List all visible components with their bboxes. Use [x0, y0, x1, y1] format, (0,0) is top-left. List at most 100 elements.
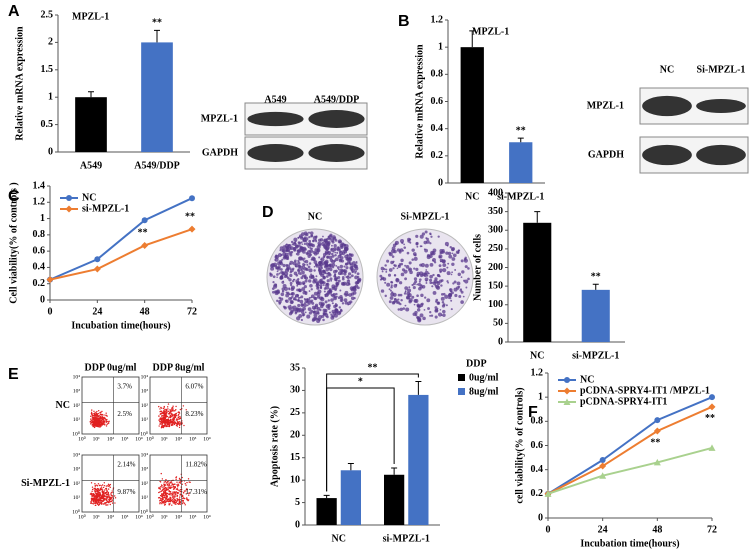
colony — [339, 308, 343, 312]
colony — [282, 263, 286, 268]
colony — [297, 271, 302, 275]
colony — [330, 279, 333, 282]
event — [171, 416, 173, 418]
flow-tick: 10⁴ — [73, 374, 81, 380]
event — [181, 483, 183, 486]
event — [161, 492, 163, 495]
panel-letter: B — [398, 13, 410, 30]
event — [104, 503, 106, 505]
blot-band — [308, 110, 365, 128]
colony — [315, 240, 318, 243]
colony — [447, 297, 450, 299]
colony — [393, 284, 398, 288]
colony — [411, 258, 415, 261]
event — [107, 495, 109, 497]
colony — [434, 308, 439, 313]
colony — [272, 275, 276, 279]
colony — [414, 280, 418, 284]
legend-label: 8ug/ml — [469, 386, 499, 397]
event — [162, 418, 164, 420]
colony — [300, 276, 304, 280]
colony — [299, 234, 303, 238]
colony — [434, 315, 438, 319]
event — [184, 497, 186, 500]
colony — [348, 283, 351, 286]
y-tick-label: 150 — [488, 280, 503, 291]
colony — [423, 272, 428, 278]
y-tick-label: 50 — [493, 318, 503, 329]
event — [93, 494, 95, 496]
event — [169, 414, 172, 417]
error-bar — [347, 463, 354, 471]
colony — [285, 291, 288, 294]
colony — [393, 298, 398, 303]
event — [104, 424, 106, 426]
event — [173, 423, 176, 426]
colony — [289, 253, 293, 257]
flow-tick: 10² — [175, 514, 183, 520]
flow-tick: 10⁴ — [135, 514, 143, 520]
colony — [413, 282, 416, 286]
colony — [384, 294, 387, 298]
x-tick-label: 72 — [187, 306, 197, 317]
colony — [321, 314, 325, 318]
colony — [408, 261, 412, 265]
event — [178, 477, 181, 480]
event — [93, 410, 95, 413]
event — [163, 413, 165, 415]
event — [165, 493, 168, 495]
colony — [340, 256, 344, 260]
colony — [318, 271, 323, 276]
flow-tick: 10³ — [189, 436, 197, 442]
event — [167, 403, 170, 405]
event — [103, 482, 106, 484]
lane-label: A549 — [264, 94, 286, 105]
colony — [465, 286, 468, 289]
event — [181, 502, 184, 505]
colony — [316, 318, 321, 323]
colony — [311, 256, 316, 261]
colony — [356, 272, 360, 276]
event — [182, 405, 185, 407]
event — [176, 494, 178, 496]
colony — [297, 296, 300, 300]
x-tick-label: si-MPZL-1 — [497, 191, 544, 202]
colony — [290, 284, 293, 287]
colony — [394, 240, 399, 245]
colony — [322, 276, 326, 280]
event — [100, 421, 102, 423]
significance: ** — [368, 362, 378, 373]
flow-tick: 10⁰ — [78, 513, 87, 520]
flow-frame — [81, 376, 140, 435]
colony — [278, 272, 281, 275]
event — [90, 418, 92, 420]
point — [654, 417, 661, 424]
row-label: GAPDH — [588, 149, 624, 160]
colony — [313, 260, 318, 264]
colony — [418, 280, 421, 283]
colony — [346, 293, 349, 297]
event — [111, 499, 114, 501]
event — [100, 489, 102, 491]
colony — [301, 287, 306, 291]
colony — [337, 246, 340, 249]
flow-tick: 10⁴ — [141, 452, 149, 458]
colony — [348, 253, 353, 257]
event — [163, 406, 165, 408]
colony — [300, 246, 304, 250]
event — [91, 417, 94, 419]
event — [175, 503, 177, 506]
point — [709, 394, 715, 401]
colony — [275, 267, 278, 270]
event — [185, 484, 187, 486]
colony — [303, 263, 306, 266]
colony — [308, 290, 311, 292]
event — [94, 483, 96, 485]
y-axis-label: Relative mRNA expression — [14, 26, 25, 141]
point — [141, 241, 149, 249]
colony — [437, 273, 441, 278]
colony — [281, 287, 285, 291]
event — [166, 488, 168, 491]
colony — [308, 239, 312, 243]
colony — [276, 299, 279, 302]
